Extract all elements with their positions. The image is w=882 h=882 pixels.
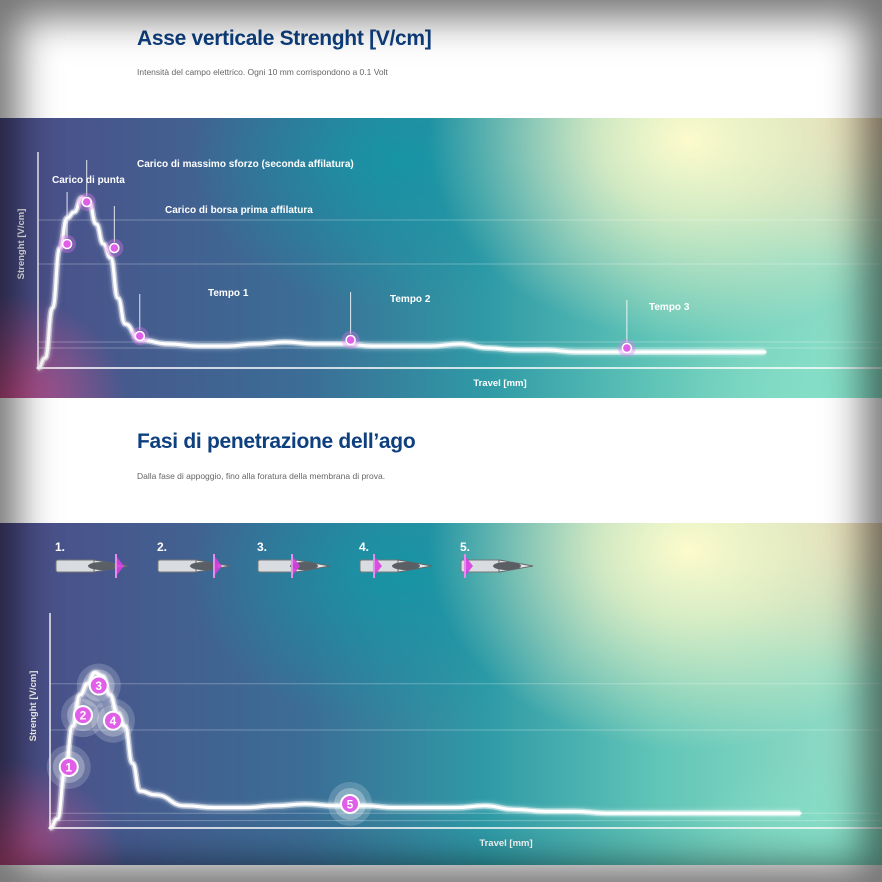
- chart-panel-2: Travel [mm] Strenght [V/cm] 1 2 3 4 5: [0, 523, 882, 865]
- stage-number: 5.: [460, 540, 471, 554]
- step-marker-number: 1: [65, 760, 72, 774]
- step-marker-number: 2: [80, 709, 87, 723]
- section-title: Asse verticale Strenght [V/cm]: [137, 27, 432, 50]
- step-marker[interactable]: [340, 793, 360, 814]
- section-title: Fasi di penetrazione dell’ago: [137, 430, 416, 453]
- needle-icon: [460, 554, 534, 578]
- chart-panel-1: Travel [mm] Strenght [V/cm] Carico di punt…: [0, 118, 882, 398]
- stage-number: 2.: [157, 540, 168, 554]
- strength-chart-1: Travel [mm] Strenght [V/cm] Carico di punt…: [16, 152, 882, 389]
- x-axis-label: Travel [mm]: [473, 378, 526, 389]
- section-subtitle: Dalla fase di appoggio, fino alla foratu…: [137, 471, 386, 481]
- needle-icon: [157, 554, 231, 578]
- annotation-label: Carico di punta: [52, 175, 125, 186]
- annotation-label: Tempo 1: [208, 288, 249, 299]
- step-marker-number: 3: [95, 679, 102, 693]
- series-line: [48, 671, 802, 830]
- section-header-1: Asse verticale Strenght [V/cm] Intensità…: [0, 0, 882, 118]
- annotation-label: Tempo 2: [390, 294, 431, 305]
- needle-stage-5: 5.: [455, 540, 537, 580]
- step-marker[interactable]: [103, 710, 123, 731]
- series-line: [36, 196, 767, 370]
- needle-icon: [55, 554, 129, 578]
- section-header-2: Fasi di penetrazione dell’ago Dalla fase…: [0, 398, 882, 523]
- needle-stage-2: 2.: [152, 540, 234, 580]
- annotation-marker[interactable]: [61, 238, 73, 250]
- section-subtitle: Intensità del campo elettrico. Ogni 10 m…: [137, 67, 388, 77]
- strength-chart-2: Travel [mm] Strenght [V/cm] 1 2 3 4 5: [28, 613, 882, 849]
- x-axis-label: Travel [mm]: [479, 838, 532, 849]
- needle-icon: [359, 554, 433, 578]
- annotation-marker[interactable]: [621, 342, 633, 354]
- needle-stage-4: 4.: [354, 540, 436, 580]
- annotation-marker[interactable]: [109, 242, 120, 254]
- y-axis-label: Strenght [V/cm]: [28, 671, 39, 742]
- stage-number: 1.: [55, 540, 66, 554]
- step-marker-number: 5: [347, 797, 354, 811]
- y-axis-label: Strenght [V/cm]: [16, 209, 27, 280]
- stage-number: 4.: [359, 540, 370, 554]
- annotation-label: Tempo 3: [649, 302, 690, 313]
- annotation-marker[interactable]: [81, 196, 92, 208]
- annotation-label: Carico di massimo sforzo (seconda affila…: [137, 159, 354, 170]
- series-line-glow: [49, 669, 800, 831]
- needle-stage-3: 3.: [252, 540, 334, 580]
- needle-icon: [257, 554, 331, 578]
- step-marker[interactable]: [88, 675, 109, 696]
- step-marker[interactable]: [73, 705, 93, 726]
- stage-number: 3.: [257, 540, 268, 554]
- step-marker-number: 4: [110, 714, 117, 728]
- annotation-label: Carico di borsa prima affilatura: [165, 205, 313, 216]
- annotation-marker[interactable]: [345, 334, 356, 346]
- annotation-marker[interactable]: [134, 330, 146, 342]
- bottom-strip: [0, 865, 882, 882]
- needle-stage-1: 1.: [50, 540, 132, 580]
- step-marker[interactable]: [58, 756, 79, 777]
